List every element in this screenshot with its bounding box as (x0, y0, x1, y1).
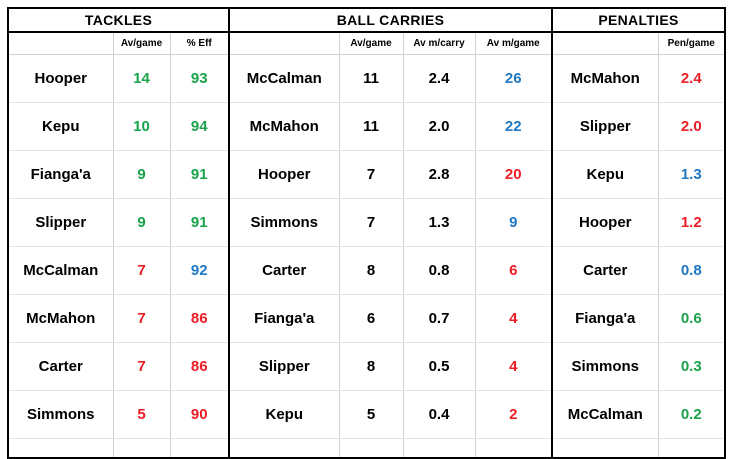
carries-avgame-value: 7 (338, 150, 404, 199)
carries-avgame-value: 7 (338, 198, 404, 247)
penalties-pengame-value: 0.8 (657, 246, 726, 295)
tackles-eff-header: % Eff (169, 32, 230, 55)
tackles-eff-value: 94 (169, 102, 230, 151)
tackles-avgame-header: Av/game (112, 32, 171, 55)
penalties-player-name: Slipper (551, 102, 659, 151)
carries-mcarry-value: 0.4 (402, 390, 476, 439)
tackles-player-name: McMahon (7, 294, 114, 343)
tackles-eff-value: 92 (169, 246, 230, 295)
tackles-eff-value: 91 (169, 198, 230, 247)
carries-mgame-value: 22 (474, 102, 553, 151)
carries-mcarry-value: 2.4 (402, 54, 476, 103)
carries-mcarry-header: Av m/carry (402, 32, 476, 55)
penalties-pengame-value: 1.3 (657, 150, 726, 199)
penalties-pengame-header: Pen/game (657, 32, 726, 55)
table-row: McMahon 7 86 Fianga'a 6 0.7 4 Fianga'a 0.6 (7, 294, 726, 343)
section-header-row: TACKLES BALL CARRIES PENALTIES (7, 7, 726, 33)
carries-player-name: Kepu (228, 390, 340, 439)
tackles-eff-value: 90 (169, 390, 230, 439)
tackles-avgame-value: 7 (112, 342, 171, 391)
carries-mgame-header: Av m/game (474, 32, 553, 55)
carries-mgame-value: 20 (474, 150, 553, 199)
carries-mgame-value: 2 (474, 390, 553, 439)
tackles-title: TACKLES (7, 7, 230, 33)
tackles-eff-value: 91 (169, 150, 230, 199)
carries-mcarry-value: 2.8 (402, 150, 476, 199)
carries-player-name: McCalman (228, 54, 340, 103)
carries-avgame-value: 11 (338, 54, 404, 103)
penalties-pengame-value: 0.6 (657, 294, 726, 343)
carries-avgame-value: 8 (338, 342, 404, 391)
tackles-player-name: Fianga'a (7, 150, 114, 199)
carries-mgame-value: 4 (474, 342, 553, 391)
carries-player-name: Slipper (228, 342, 340, 391)
carries-mgame-value: 9 (474, 198, 553, 247)
penalties-title: PENALTIES (551, 7, 726, 33)
carries-mgame-value: 6 (474, 246, 553, 295)
table-row: Simmons 5 90 Kepu 5 0.4 2 McCalman 0.2 (7, 390, 726, 439)
carries-player-name: Simmons (228, 198, 340, 247)
carries-mgame-value: 26 (474, 54, 553, 103)
carries-avgame-header: Av/game (338, 32, 404, 55)
carries-player-name: McMahon (228, 102, 340, 151)
tackles-avgame-value: 5 (112, 390, 171, 439)
tackles-eff-value: 93 (169, 54, 230, 103)
bottom-padding-row (7, 438, 726, 459)
tackles-avgame-value: 10 (112, 102, 171, 151)
carries-avgame-value: 5 (338, 390, 404, 439)
tackles-player-name: Simmons (7, 390, 114, 439)
rugby-stats-table: TACKLES BALL CARRIES PENALTIES Av/game %… (7, 7, 726, 459)
carries-mcarry-value: 0.7 (402, 294, 476, 343)
carries-avgame-value: 8 (338, 246, 404, 295)
tackles-player-name: McCalman (7, 246, 114, 295)
column-header-row: Av/game % Eff Av/game Av m/carry Av m/ga… (7, 32, 726, 55)
tackles-avgame-value: 9 (112, 150, 171, 199)
tackles-avgame-value: 7 (112, 246, 171, 295)
carries-mcarry-value: 0.5 (402, 342, 476, 391)
carries-avgame-value: 6 (338, 294, 404, 343)
tackles-player-name: Hooper (7, 54, 114, 103)
tackles-player-name: Kepu (7, 102, 114, 151)
table-row: Hooper 14 93 McCalman 11 2.4 26 McMahon 2.4 (7, 54, 726, 103)
tackles-name-header (7, 32, 114, 55)
carries-player-name: Fianga'a (228, 294, 340, 343)
penalties-pengame-value: 1.2 (657, 198, 726, 247)
tackles-eff-value: 86 (169, 294, 230, 343)
table-row: Fianga'a 9 91 Hooper 7 2.8 20 Kepu 1.3 (7, 150, 726, 199)
penalties-player-name: McMahon (551, 54, 659, 103)
penalties-pengame-value: 2.0 (657, 102, 726, 151)
tackles-player-name: Slipper (7, 198, 114, 247)
penalties-player-name: Carter (551, 246, 659, 295)
table-row: McCalman 7 92 Carter 8 0.8 6 Carter 0.8 (7, 246, 726, 295)
carries-mcarry-value: 2.0 (402, 102, 476, 151)
carries-mcarry-value: 0.8 (402, 246, 476, 295)
penalties-player-name: Simmons (551, 342, 659, 391)
tackles-avgame-value: 14 (112, 54, 171, 103)
penalties-pengame-value: 0.3 (657, 342, 726, 391)
penalties-player-name: Kepu (551, 150, 659, 199)
penalties-player-name: McCalman (551, 390, 659, 439)
table-row: Kepu 10 94 McMahon 11 2.0 22 Slipper 2.0 (7, 102, 726, 151)
penalties-player-name: Hooper (551, 198, 659, 247)
carries-player-name: Hooper (228, 150, 340, 199)
carries-player-name: Carter (228, 246, 340, 295)
table-row: Carter 7 86 Slipper 8 0.5 4 Simmons 0.3 (7, 342, 726, 391)
ball-carries-title: BALL CARRIES (228, 7, 553, 33)
carries-mcarry-value: 1.3 (402, 198, 476, 247)
carries-avgame-value: 11 (338, 102, 404, 151)
table-row: Slipper 9 91 Simmons 7 1.3 9 Hooper 1.2 (7, 198, 726, 247)
carries-mgame-value: 4 (474, 294, 553, 343)
tackles-avgame-value: 7 (112, 294, 171, 343)
penalties-pengame-value: 0.2 (657, 390, 726, 439)
tackles-eff-value: 86 (169, 342, 230, 391)
penalties-pengame-value: 2.4 (657, 54, 726, 103)
tackles-avgame-value: 9 (112, 198, 171, 247)
penalties-name-header (551, 32, 659, 55)
penalties-player-name: Fianga'a (551, 294, 659, 343)
tackles-player-name: Carter (7, 342, 114, 391)
carries-name-header (228, 32, 340, 55)
